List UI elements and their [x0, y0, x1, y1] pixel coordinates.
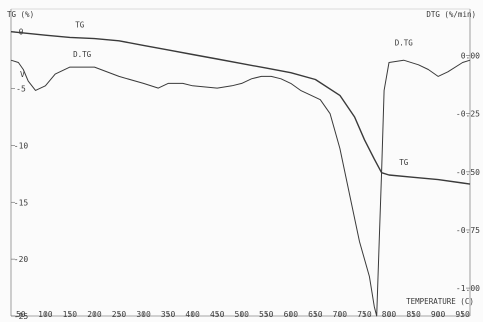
annotations: TG D.TG D.TG TG: [73, 21, 413, 168]
x-tick-label: 600: [284, 310, 299, 319]
x-tick-label: 650: [308, 310, 323, 319]
series-annotation: D.TG: [73, 50, 92, 59]
right-axis-title: DTG (%/min): [426, 10, 476, 19]
ticks: 50 100 150 200 250 300 350 400 450 500 550 600 650 70…: [11, 28, 480, 321]
right-tick-label: -0.25: [456, 110, 480, 119]
left-tick-label: -20: [14, 255, 29, 264]
x-tick-label: 350: [161, 310, 176, 319]
x-tick-label: 150: [63, 310, 78, 319]
x-tick-label: 50: [16, 310, 26, 319]
series-annotation: TG: [75, 21, 85, 30]
series-annotation: D.TG: [395, 39, 414, 48]
left-tick-label: -15: [14, 198, 29, 207]
x-tick-label: 200: [87, 310, 102, 319]
x-tick-label: 250: [112, 310, 127, 319]
right-tick-label: -0.50: [456, 168, 480, 177]
x-tick-label: 950: [455, 310, 470, 319]
x-tick-label: 900: [431, 310, 446, 319]
dtg-series-line: [10, 59, 471, 317]
x-axis-title: TEMPERATURE (C): [406, 297, 474, 306]
left-tick-label: -10: [14, 141, 29, 150]
x-tick-label: 800: [382, 310, 397, 319]
x-tick-label: 400: [185, 310, 200, 319]
right-tick-label: 0.00: [461, 52, 480, 61]
series-annotation: TG: [399, 158, 409, 167]
extra-text: V: [20, 70, 25, 79]
x-tick-label: 850: [406, 310, 421, 319]
x-tick-label: 750: [357, 310, 372, 319]
x-tick-label: 700: [333, 310, 348, 319]
left-tick-label: -25: [14, 312, 29, 321]
left-tick-label: -5: [16, 85, 26, 94]
x-tick-label: 550: [259, 310, 274, 319]
x-tick-label: 100: [38, 310, 53, 319]
x-tick-label: 500: [235, 310, 250, 319]
series-group: [10, 31, 471, 317]
left-axis-title: TG (%): [7, 10, 34, 19]
x-tick-label: 450: [210, 310, 225, 319]
tg-series-line: [10, 31, 471, 185]
right-tick-label: -1.00: [456, 284, 480, 293]
x-tick-label: 300: [136, 310, 151, 319]
right-tick-label: -0.75: [456, 226, 480, 235]
